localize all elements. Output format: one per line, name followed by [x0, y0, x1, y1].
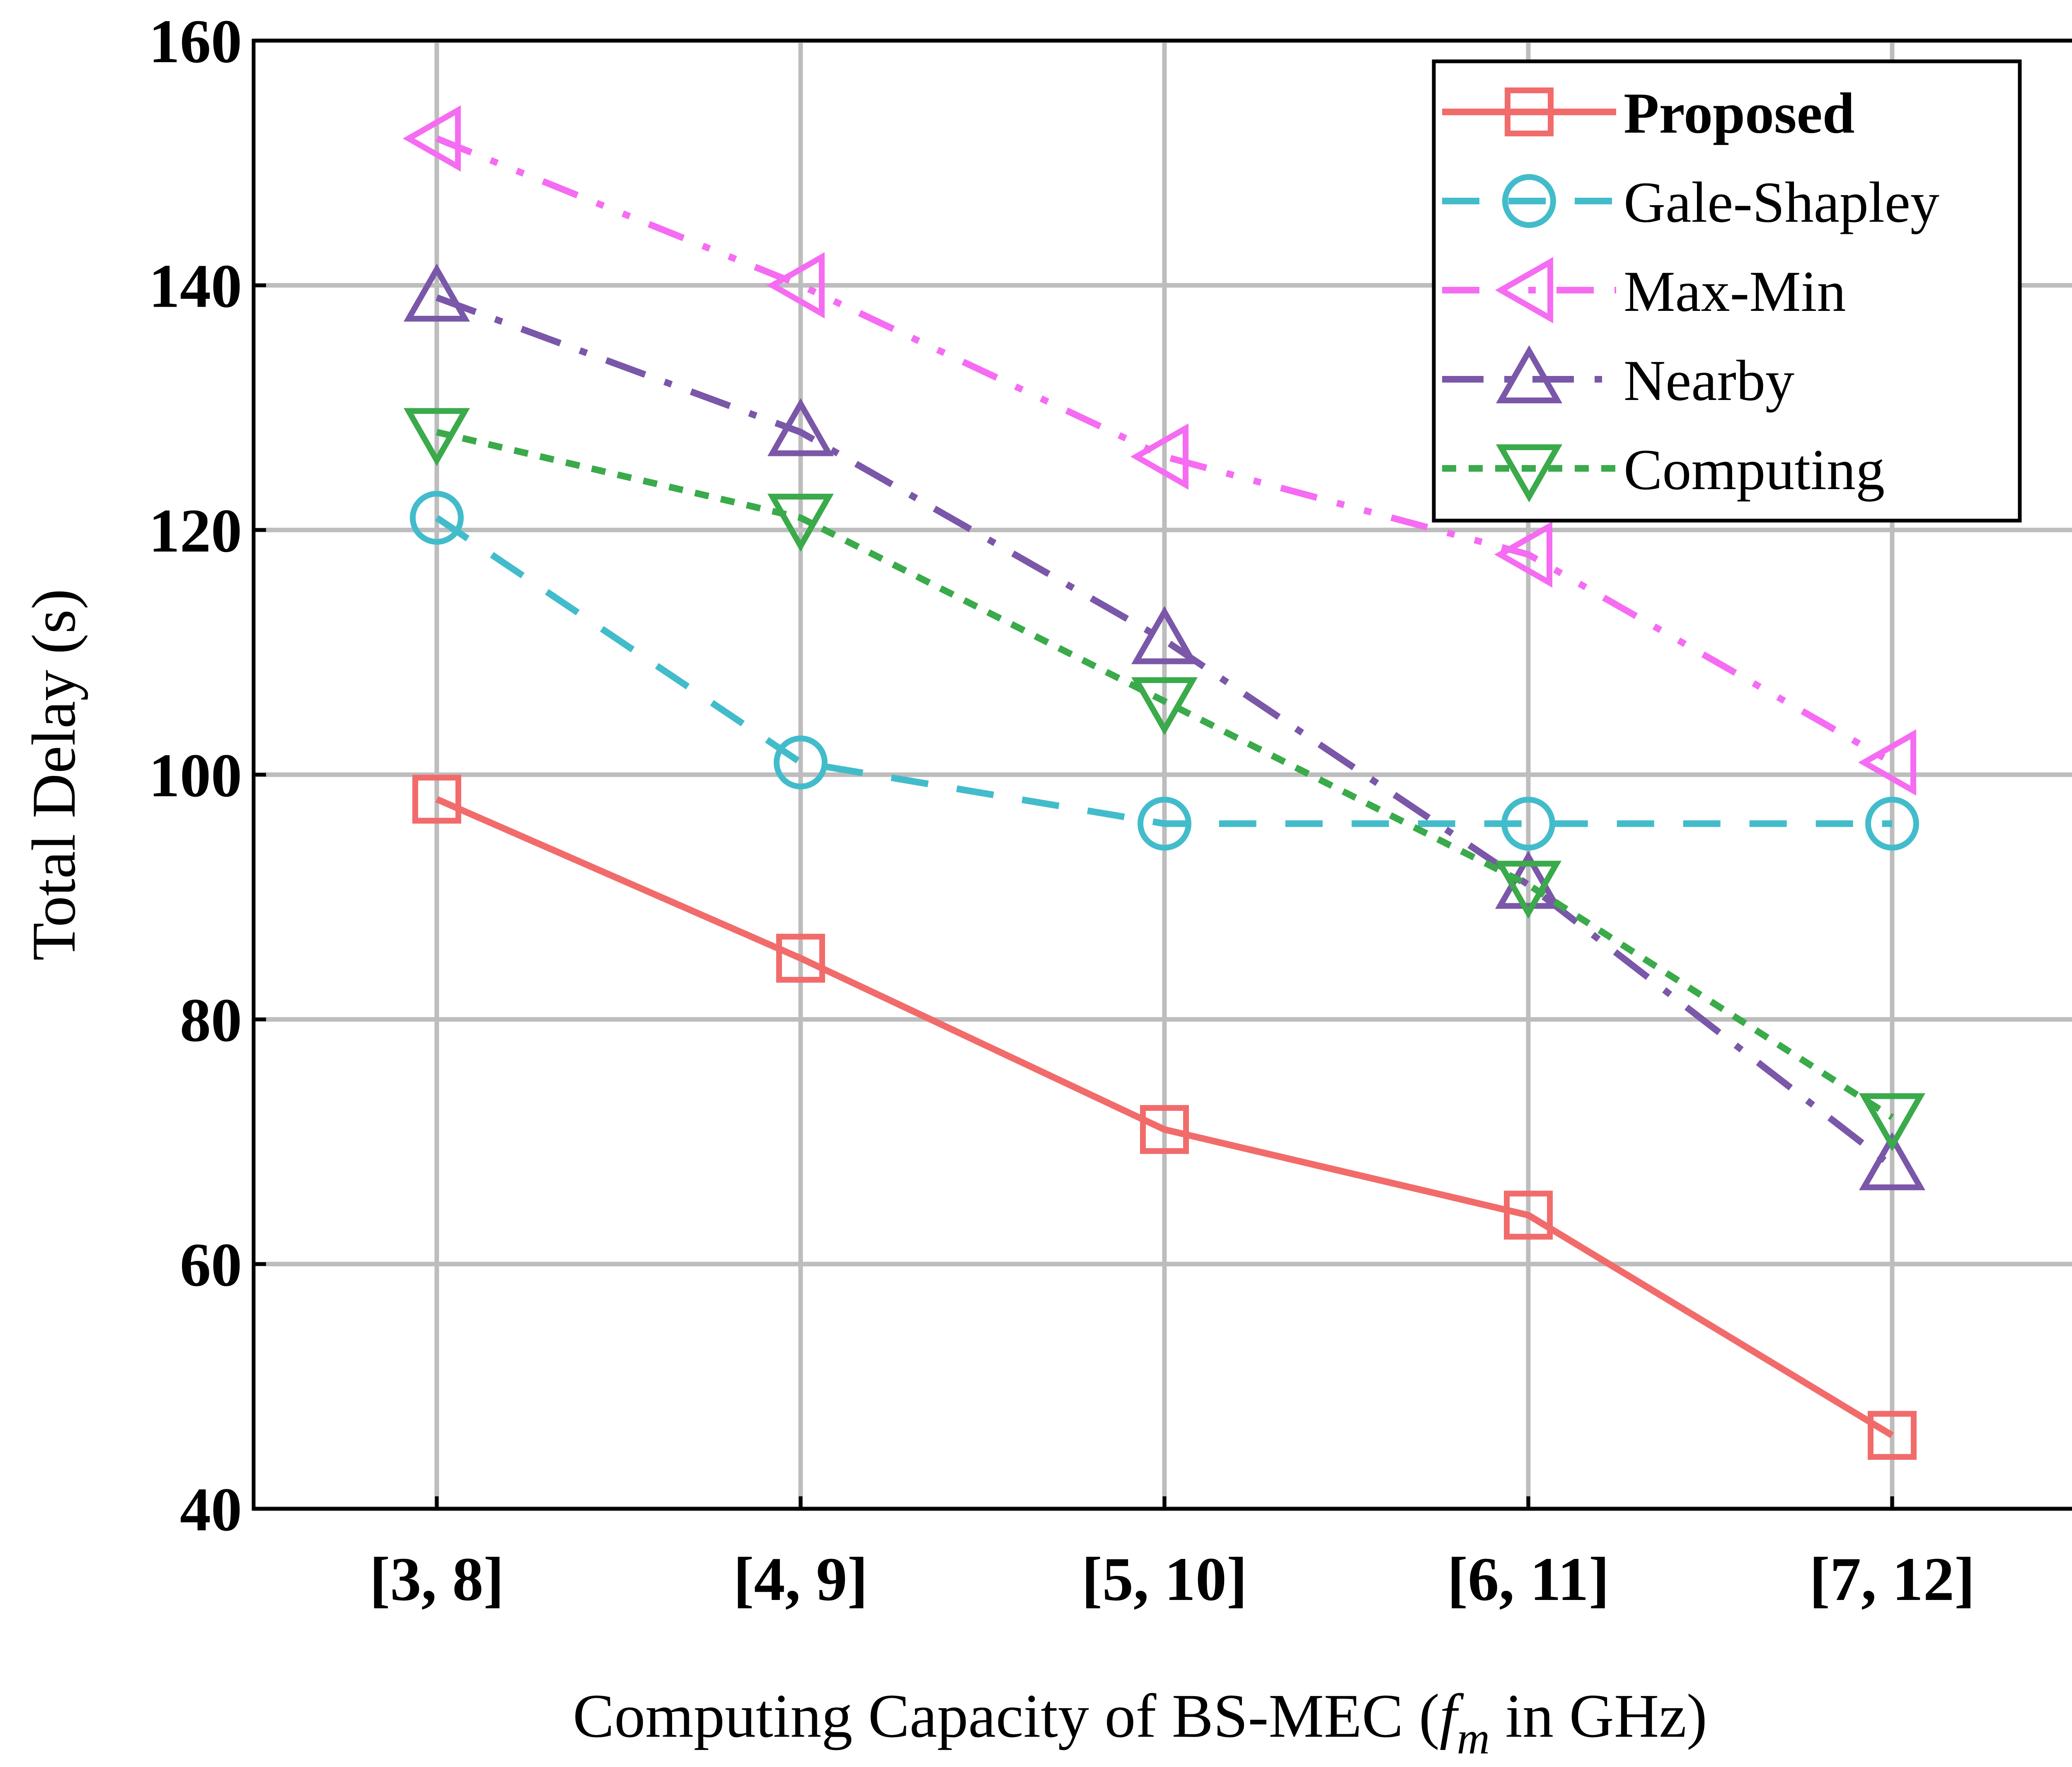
data-point [412, 775, 461, 824]
data-point [1501, 797, 1555, 851]
legend-label: Gale-Shapley [1624, 170, 1939, 235]
series-line [435, 796, 1894, 1438]
series-nearby [403, 263, 1926, 1190]
data-point [410, 491, 464, 545]
legend: Proposed Gale-Shapley Max-Min Nearby Computi… [1432, 59, 2022, 523]
x-tick-label: [4, 9] [733, 1545, 868, 1614]
ticks-layer: 40 60 80 100 120 140 160 [3, 8] [4, 9] [5, 10] [6,… [149, 7, 1975, 1614]
x-axis-title-sub: m [1457, 1713, 1489, 1763]
y-tick-label: 80 [180, 986, 242, 1054]
data-point [1130, 423, 1188, 490]
series-gale-shapley [410, 491, 1919, 851]
data-point [403, 408, 470, 466]
data-point [1858, 729, 1916, 796]
series-max-min [402, 105, 1916, 796]
data-point [767, 398, 834, 456]
series-line [435, 515, 1892, 827]
series-line [436, 135, 1894, 766]
legend-label: Nearby [1624, 349, 1794, 413]
legend-entry: Computing [1442, 438, 1885, 503]
series-line [436, 429, 1894, 1120]
data-point [774, 735, 828, 790]
y-tick-label: 100 [149, 741, 242, 810]
legend-entry: Proposed [1442, 81, 1854, 145]
data-point [1138, 797, 1191, 851]
y-tick-label: 140 [149, 252, 242, 320]
legend-marker [1496, 444, 1563, 503]
legend-label: Computing [1624, 438, 1885, 502]
y-tick-label: 160 [149, 7, 242, 76]
legend-marker [1495, 257, 1553, 324]
legend-marker [1496, 345, 1563, 403]
y-tick-label: 120 [149, 497, 242, 565]
x-tick-label: [6, 11] [1447, 1545, 1610, 1614]
data-point [403, 263, 470, 322]
data-point [766, 252, 825, 319]
x-axis-title-suffix: in GHz) [1490, 1682, 1707, 1750]
legend-label: Proposed [1624, 81, 1854, 145]
legend-label: Max-Min [1624, 259, 1846, 324]
legend-marker [1505, 87, 1554, 136]
x-tick-label: [7, 12] [1809, 1545, 1975, 1614]
data-point [402, 105, 461, 172]
data-point [1140, 1105, 1189, 1154]
data-point [767, 494, 834, 552]
data-point [1131, 606, 1198, 664]
data-point [1495, 860, 1562, 919]
legend-entry: Nearby [1442, 345, 1794, 413]
data-point [1865, 797, 1919, 851]
data-point [1494, 521, 1552, 588]
data-point [1859, 1093, 1926, 1151]
series-computing [403, 408, 1926, 1151]
series-proposed [412, 775, 1917, 1460]
data-point [1859, 1132, 1926, 1190]
y-tick-label: 40 [180, 1475, 242, 1544]
series-layer [402, 105, 1926, 1460]
y-axis-title: Total Delay (s) [19, 589, 88, 961]
x-tick-label: [3, 8] [370, 1545, 504, 1614]
data-point [1504, 1190, 1553, 1240]
data-point [1868, 1411, 1917, 1460]
x-axis-title: Computing Capacity of BS-MEC (fm in GHz) [573, 1682, 1707, 1763]
x-tick-label: [5, 10] [1082, 1545, 1247, 1614]
data-point [1131, 677, 1198, 736]
x-axis-title-prefix: Computing Capacity of BS-MEC ( [573, 1682, 1440, 1750]
data-point [776, 933, 825, 983]
legend-entry: Max-Min [1442, 257, 1846, 324]
y-tick-label: 60 [180, 1231, 242, 1299]
legend-marker [1502, 174, 1556, 228]
legend-entry: Gale-Shapley [1442, 170, 1939, 235]
